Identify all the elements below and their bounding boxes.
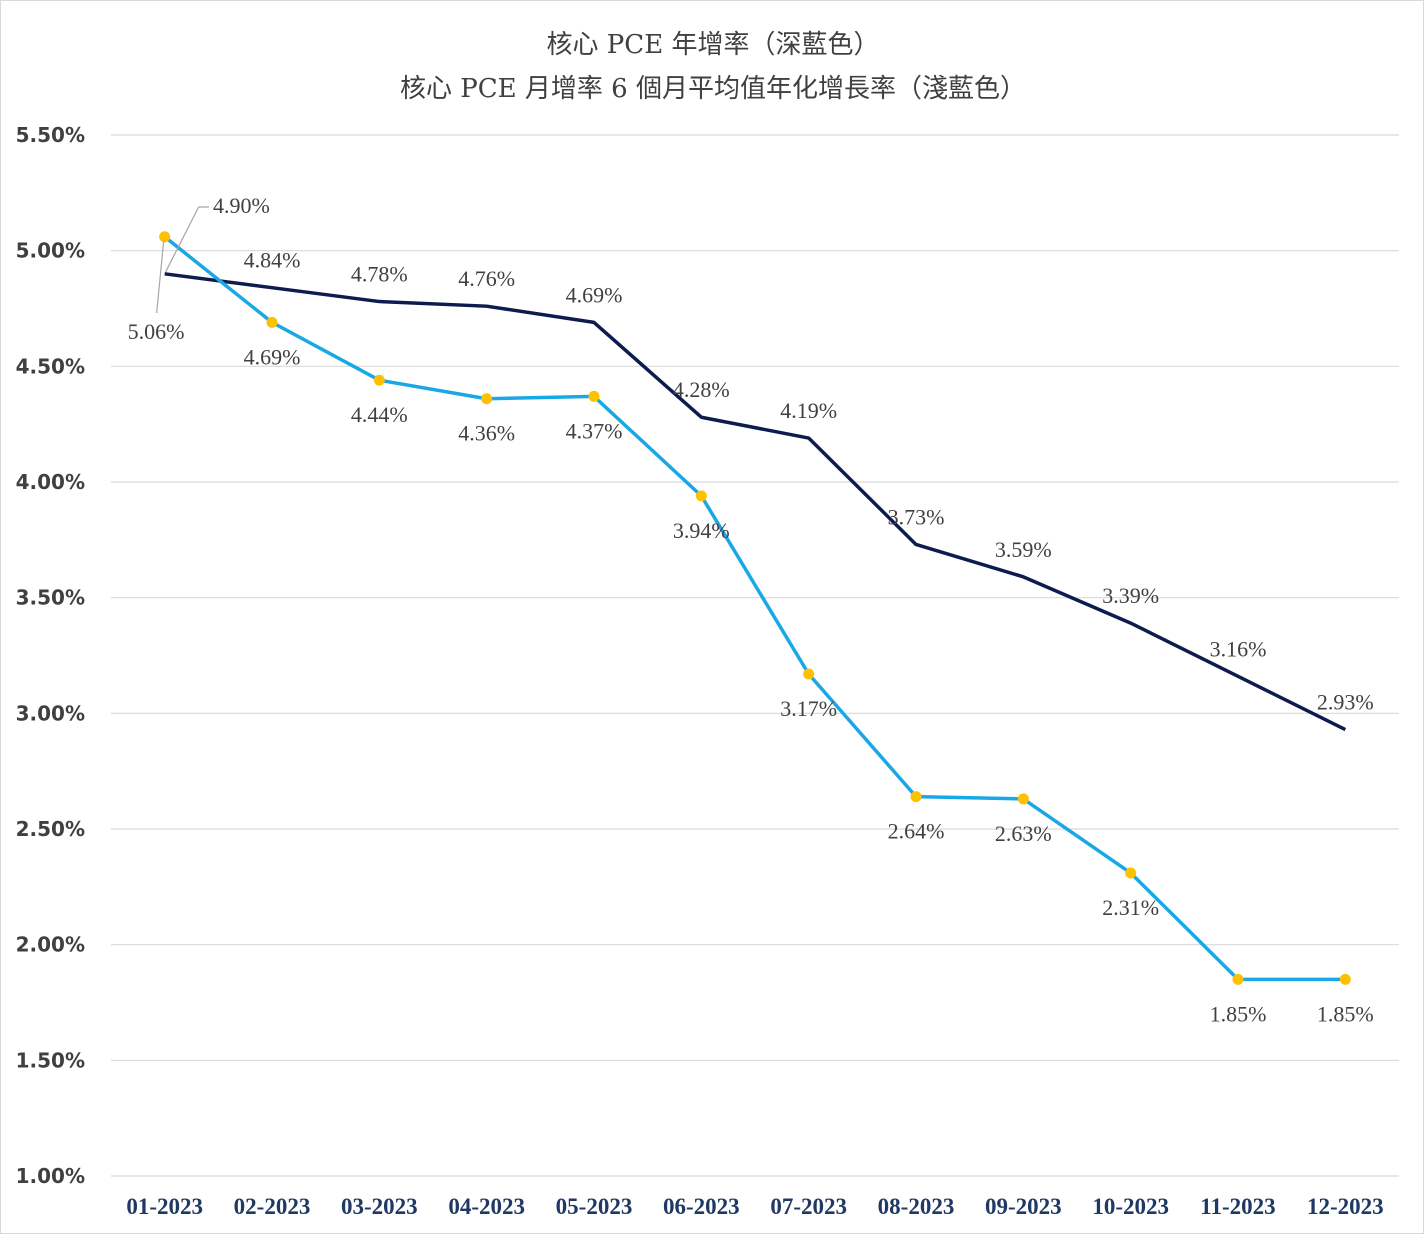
data-point-marker xyxy=(1339,973,1351,985)
data-label-yoy: 4.19% xyxy=(780,398,837,423)
x-tick-label: 07-2023 xyxy=(770,1194,847,1219)
x-axis: 01-2023 02-2023 03-2023 04-2023 05-2023 06-20… xyxy=(126,1194,1383,1219)
data-label-6m-annualized: 3.17% xyxy=(780,696,837,721)
y-tick-label: 1.00% xyxy=(16,1164,85,1188)
data-label-6m-annualized: 4.37% xyxy=(566,418,623,443)
leader-line xyxy=(165,206,209,273)
data-point-marker xyxy=(910,791,922,803)
data-point-marker xyxy=(1232,973,1244,985)
y-tick-label: 4.50% xyxy=(16,354,85,378)
data-label-6m-annualized: 1.85% xyxy=(1317,1001,1374,1026)
data-label-yoy: 2.93% xyxy=(1317,690,1374,715)
data-label-yoy: 4.90% xyxy=(213,193,270,218)
x-tick-label: 03-2023 xyxy=(341,1194,418,1219)
data-point-marker xyxy=(1125,867,1137,879)
data-label-6m-annualized: 4.36% xyxy=(458,421,515,446)
data-label-yoy: 4.78% xyxy=(351,262,408,287)
y-tick-label: 5.50% xyxy=(16,123,85,147)
data-label-yoy: 3.73% xyxy=(888,504,945,529)
data-label-6m-annualized: 3.94% xyxy=(673,518,730,543)
data-point-marker xyxy=(266,316,278,328)
chart-title-line-2: 核心 PCE 月增率 6 個月平均值年化增長率（淺藍色） xyxy=(400,74,1026,104)
x-tick-label: 08-2023 xyxy=(878,1194,955,1219)
data-point-marker xyxy=(588,390,600,402)
x-tick-label: 11-2023 xyxy=(1200,1194,1275,1219)
data-label-6m-annualized: 5.06% xyxy=(128,319,185,344)
data-label-6m-annualized: 2.63% xyxy=(995,821,1052,846)
x-tick-label: 02-2023 xyxy=(234,1194,311,1219)
x-tick-label: 04-2023 xyxy=(448,1194,525,1219)
y-tick-label: 3.00% xyxy=(16,701,85,725)
y-axis: 1.00% 1.50% 2.00% 2.50% 3.00% 3.50% 4.00% 4.50%… xyxy=(16,123,85,1188)
series-line-core-pce-6m-annualized xyxy=(163,235,1346,982)
data-labels: 4.90% 4.84% 4.78% 4.76% 4.69% 4.28% 4.19% 3.73%… xyxy=(128,193,1374,1026)
data-label-6m-annualized: 1.85% xyxy=(1210,1001,1267,1026)
x-tick-label: 01-2023 xyxy=(126,1194,203,1219)
y-tick-label: 1.50% xyxy=(16,1048,85,1072)
data-point-marker xyxy=(373,374,385,386)
data-label-6m-annualized: 4.44% xyxy=(351,402,408,427)
x-tick-label: 05-2023 xyxy=(556,1194,633,1219)
leader-line xyxy=(156,240,165,314)
data-label-yoy: 3.16% xyxy=(1210,636,1267,661)
data-label-yoy: 4.76% xyxy=(458,266,515,291)
x-tick-label: 10-2023 xyxy=(1092,1194,1169,1219)
data-label-yoy: 4.28% xyxy=(673,377,730,402)
x-tick-label: 06-2023 xyxy=(663,1194,740,1219)
data-label-6m-annualized: 2.31% xyxy=(1102,895,1159,920)
y-tick-label: 2.50% xyxy=(16,817,85,841)
y-tick-label: 4.00% xyxy=(16,470,85,494)
data-label-yoy: 4.69% xyxy=(566,282,623,307)
x-tick-label: 12-2023 xyxy=(1307,1194,1384,1219)
x-tick-label: 09-2023 xyxy=(985,1194,1062,1219)
data-label-yoy: 3.39% xyxy=(1102,583,1159,608)
data-point-marker xyxy=(695,490,707,502)
data-label-6m-annualized: 2.64% xyxy=(888,819,945,844)
series-layer xyxy=(159,231,1351,985)
chart-title-line-1: 核心 PCE 年增率（深藍色） xyxy=(547,30,880,60)
y-tick-label: 5.00% xyxy=(16,239,85,263)
data-point-marker xyxy=(803,668,815,680)
data-point-marker xyxy=(1017,793,1029,805)
y-tick-label: 2.00% xyxy=(16,933,85,957)
data-label-6m-annualized: 4.69% xyxy=(244,344,301,369)
series-line-core-pce-yoy xyxy=(164,272,1347,732)
data-point-marker xyxy=(481,393,493,405)
data-label-yoy: 3.59% xyxy=(995,537,1052,562)
y-tick-label: 3.50% xyxy=(16,586,85,610)
data-label-yoy: 4.84% xyxy=(244,248,301,273)
data-point-marker xyxy=(159,231,171,243)
grid-layer xyxy=(111,134,1399,1177)
